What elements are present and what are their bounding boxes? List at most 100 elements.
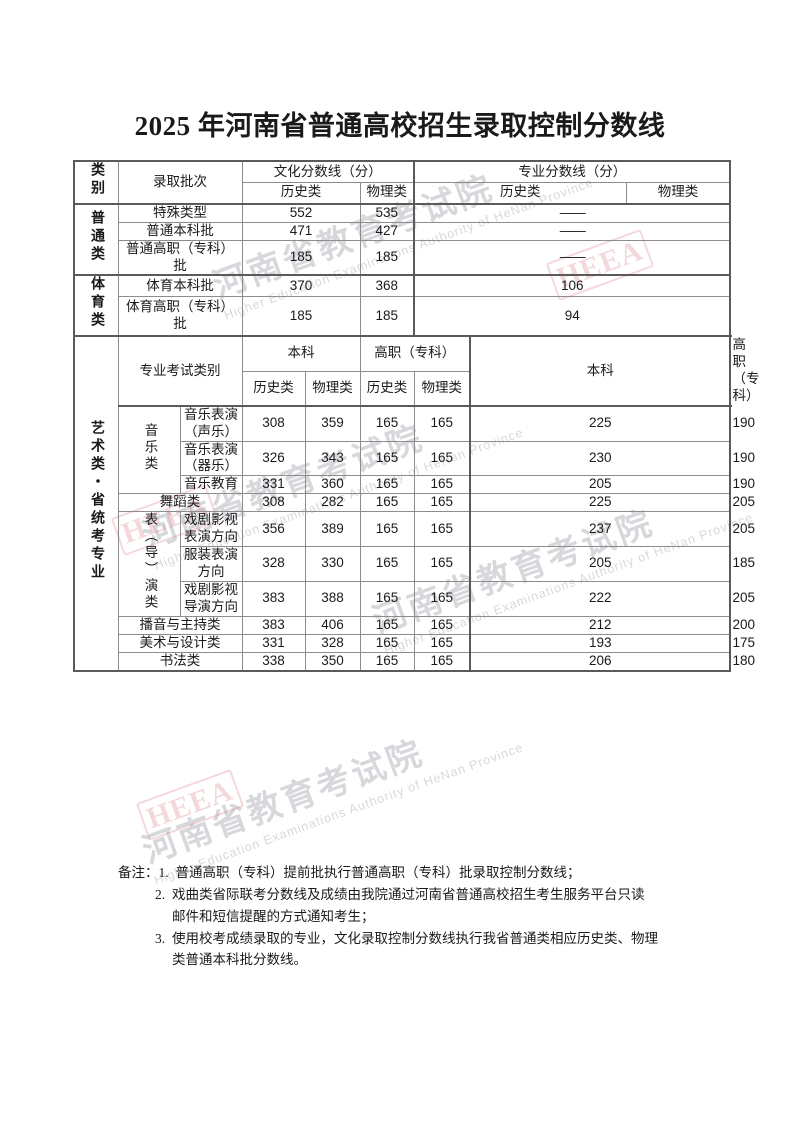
cell-exam-type-line2: （器乐）: [184, 458, 238, 474]
cell-culture-physics: 535: [359, 202, 416, 223]
cell-voc-physics: 165: [413, 545, 472, 582]
cell-major-ug: 205: [469, 475, 731, 495]
header-culture-score: 文化分数线（分）: [241, 160, 416, 183]
cell-exam-type-line1: 戏剧影视: [184, 582, 238, 598]
cell-batch: 普通高职（专科）批: [117, 239, 243, 276]
subgroup-performance: 表（导）演类: [117, 511, 181, 617]
table-row: 表（导）演类 戏剧影视 表演方向 356 389 165 165 237 205: [74, 511, 755, 617]
header-batch: 录取批次: [117, 160, 243, 205]
header-art-undergraduate: 本科: [241, 335, 361, 372]
cell-voc-history: 165: [359, 651, 415, 672]
cell-voc-history: 165: [359, 511, 415, 547]
cell-ug-physics: 406: [304, 615, 361, 635]
cell-culture-history: 552: [241, 202, 361, 223]
note-item-cont: 类普通本科批分数线。: [155, 949, 718, 971]
score-table: 类别 录取批次 文化分数线（分） 专业分数线（分） 历史类 物理类 历史类 物理…: [73, 160, 760, 672]
cell-exam-type: 音乐教育: [179, 475, 243, 495]
header-category-label: 类别: [89, 162, 104, 198]
header-major-physics: 物理类: [625, 181, 731, 205]
row-group-art: 艺术类・省统考专业: [73, 335, 119, 672]
note-text-cont: 类普通本科批分数线。: [172, 952, 307, 968]
page-title: 2025 年河南省普通高校招生录取控制分数线: [134, 111, 666, 141]
row-group-art-label: 艺术类・省统考专业: [89, 419, 104, 582]
header-culture-physics: 物理类: [359, 181, 416, 205]
subgroup-performance-label: 表（导）演类: [142, 512, 158, 611]
cell-culture-history: 471: [241, 221, 361, 241]
cell-ug-history: 328: [241, 545, 306, 582]
cell-ug-physics: 359: [304, 404, 361, 442]
cell-batch: 普通本科批: [117, 221, 243, 241]
cell-voc-physics: 165: [413, 633, 472, 653]
cell-exam-type: 服装表演 方向: [179, 545, 243, 582]
table-row: 舞蹈类 308 282 165 165 225 205: [74, 493, 755, 512]
row-group-sports-label: 体育类: [89, 276, 104, 331]
cell-major: 106: [413, 274, 731, 297]
cell-ug-history: 326: [241, 440, 306, 477]
cell-ug-physics: 343: [304, 440, 361, 477]
header-major-history: 历史类: [413, 181, 627, 205]
cell-ug-physics: 350: [304, 651, 361, 672]
cell-culture-physics: 427: [359, 221, 416, 241]
header-culture-history: 历史类: [241, 181, 361, 205]
cell-batch: 特殊类型: [117, 202, 243, 223]
cell-ug-history: 308: [241, 404, 306, 442]
cell-culture-history: 370: [241, 274, 361, 297]
note-index-spacer: [155, 949, 172, 971]
cell-major-ug: 212: [469, 615, 731, 635]
cell-voc-history: 165: [359, 545, 415, 582]
cell-voc-history: 165: [359, 475, 415, 495]
cell-exam-type: 戏剧影视 导演方向: [179, 580, 243, 617]
header-ug-physics: 物理类: [304, 370, 361, 407]
cell-ug-history: 308: [241, 493, 306, 512]
cell-exam-type: 播音与主持类: [117, 615, 243, 635]
table-row: 普通高职（专科）批 185 185 ——: [74, 239, 731, 276]
note-index: 2.: [155, 886, 166, 902]
cell-ug-physics: 389: [304, 511, 361, 547]
cell-culture-history: 185: [241, 295, 361, 337]
score-table-wrap: 类别 录取批次 文化分数线（分） 专业分数线（分） 历史类 物理类 历史类 物理…: [73, 160, 760, 672]
subgroup-music-label: 音乐类: [142, 422, 158, 473]
cell-ug-history: 338: [241, 651, 306, 672]
note-item: 备注： 1. 普通高职（专科）提前批执行普通高职（专科）批录取控制分数线；: [118, 862, 718, 884]
cell-exam-type-line2: 表演方向: [184, 528, 238, 544]
table-row: 播音与主持类 383 406 165 165 212 200: [74, 615, 755, 635]
table-row: 体育高职（专科）批 185 185 94: [74, 295, 731, 337]
cell-ug-history: 331: [241, 633, 306, 653]
cell-exam-type: 音乐表演 （声乐）: [179, 404, 243, 442]
cell-voc-physics: 165: [413, 580, 472, 617]
cell-major: ——: [413, 239, 731, 276]
cell-batch: 体育本科批: [117, 274, 243, 297]
cell-voc-history: 165: [359, 580, 415, 617]
cell-culture-history: 185: [241, 239, 361, 276]
cell-exam-type-line1: 音乐表演: [184, 406, 238, 422]
table-row: 音乐类 音乐表演 （声乐） 308 359 165 165 225 190: [74, 404, 755, 495]
cell-voc-physics: 165: [413, 404, 472, 442]
cell-exam-type-line2: 方向: [197, 563, 225, 579]
header-major-undergraduate: 本科: [469, 335, 731, 407]
header-voc-physics: 物理类: [413, 370, 472, 407]
notes-label: 备注：: [118, 865, 159, 880]
header-major-score: 专业分数线（分）: [413, 160, 731, 183]
cell-major: ——: [413, 202, 731, 223]
cell-ug-history: 383: [241, 580, 306, 617]
cell-exam-type-line1: 音乐表演: [184, 441, 238, 457]
header-category: 类别: [73, 160, 119, 205]
notes-section: 备注： 1. 普通高职（专科）提前批执行普通高职（专科）批录取控制分数线； 2.…: [118, 862, 718, 971]
subgroup-music: 音乐类: [117, 404, 181, 495]
cell-exam-type: 舞蹈类: [117, 493, 243, 512]
cell-major-ug: 206: [469, 651, 731, 672]
table-row: 戏剧影视 导演方向 383 388 165 165 222 205: [74, 580, 755, 617]
note-item: 2. 戏曲类省际联考分数线及成绩由我院通过河南省普通高校招生考生服务平台只读: [155, 884, 718, 906]
cell-major-ug: 230: [469, 440, 731, 477]
cell-exam-type-line1: 服装表演: [184, 547, 238, 563]
cell-major-ug: 222: [469, 580, 731, 617]
watermark-text: 河南省教育考试院 Higher Education Examinations A…: [135, 692, 525, 888]
cell-exam-type: 美术与设计类: [117, 633, 243, 653]
cell-exam-type: 戏剧影视 表演方向: [179, 511, 243, 547]
cell-major-ug: 225: [469, 404, 731, 442]
note-item: 3. 使用校考成绩录取的专业，文化录取控制分数线执行我省普通类相应历史类、物理: [155, 928, 718, 950]
cell-voc-physics: 165: [413, 493, 472, 512]
cell-exam-type-line2: 导演方向: [184, 598, 238, 614]
header-art-vocational: 高职（专科）: [359, 335, 472, 372]
